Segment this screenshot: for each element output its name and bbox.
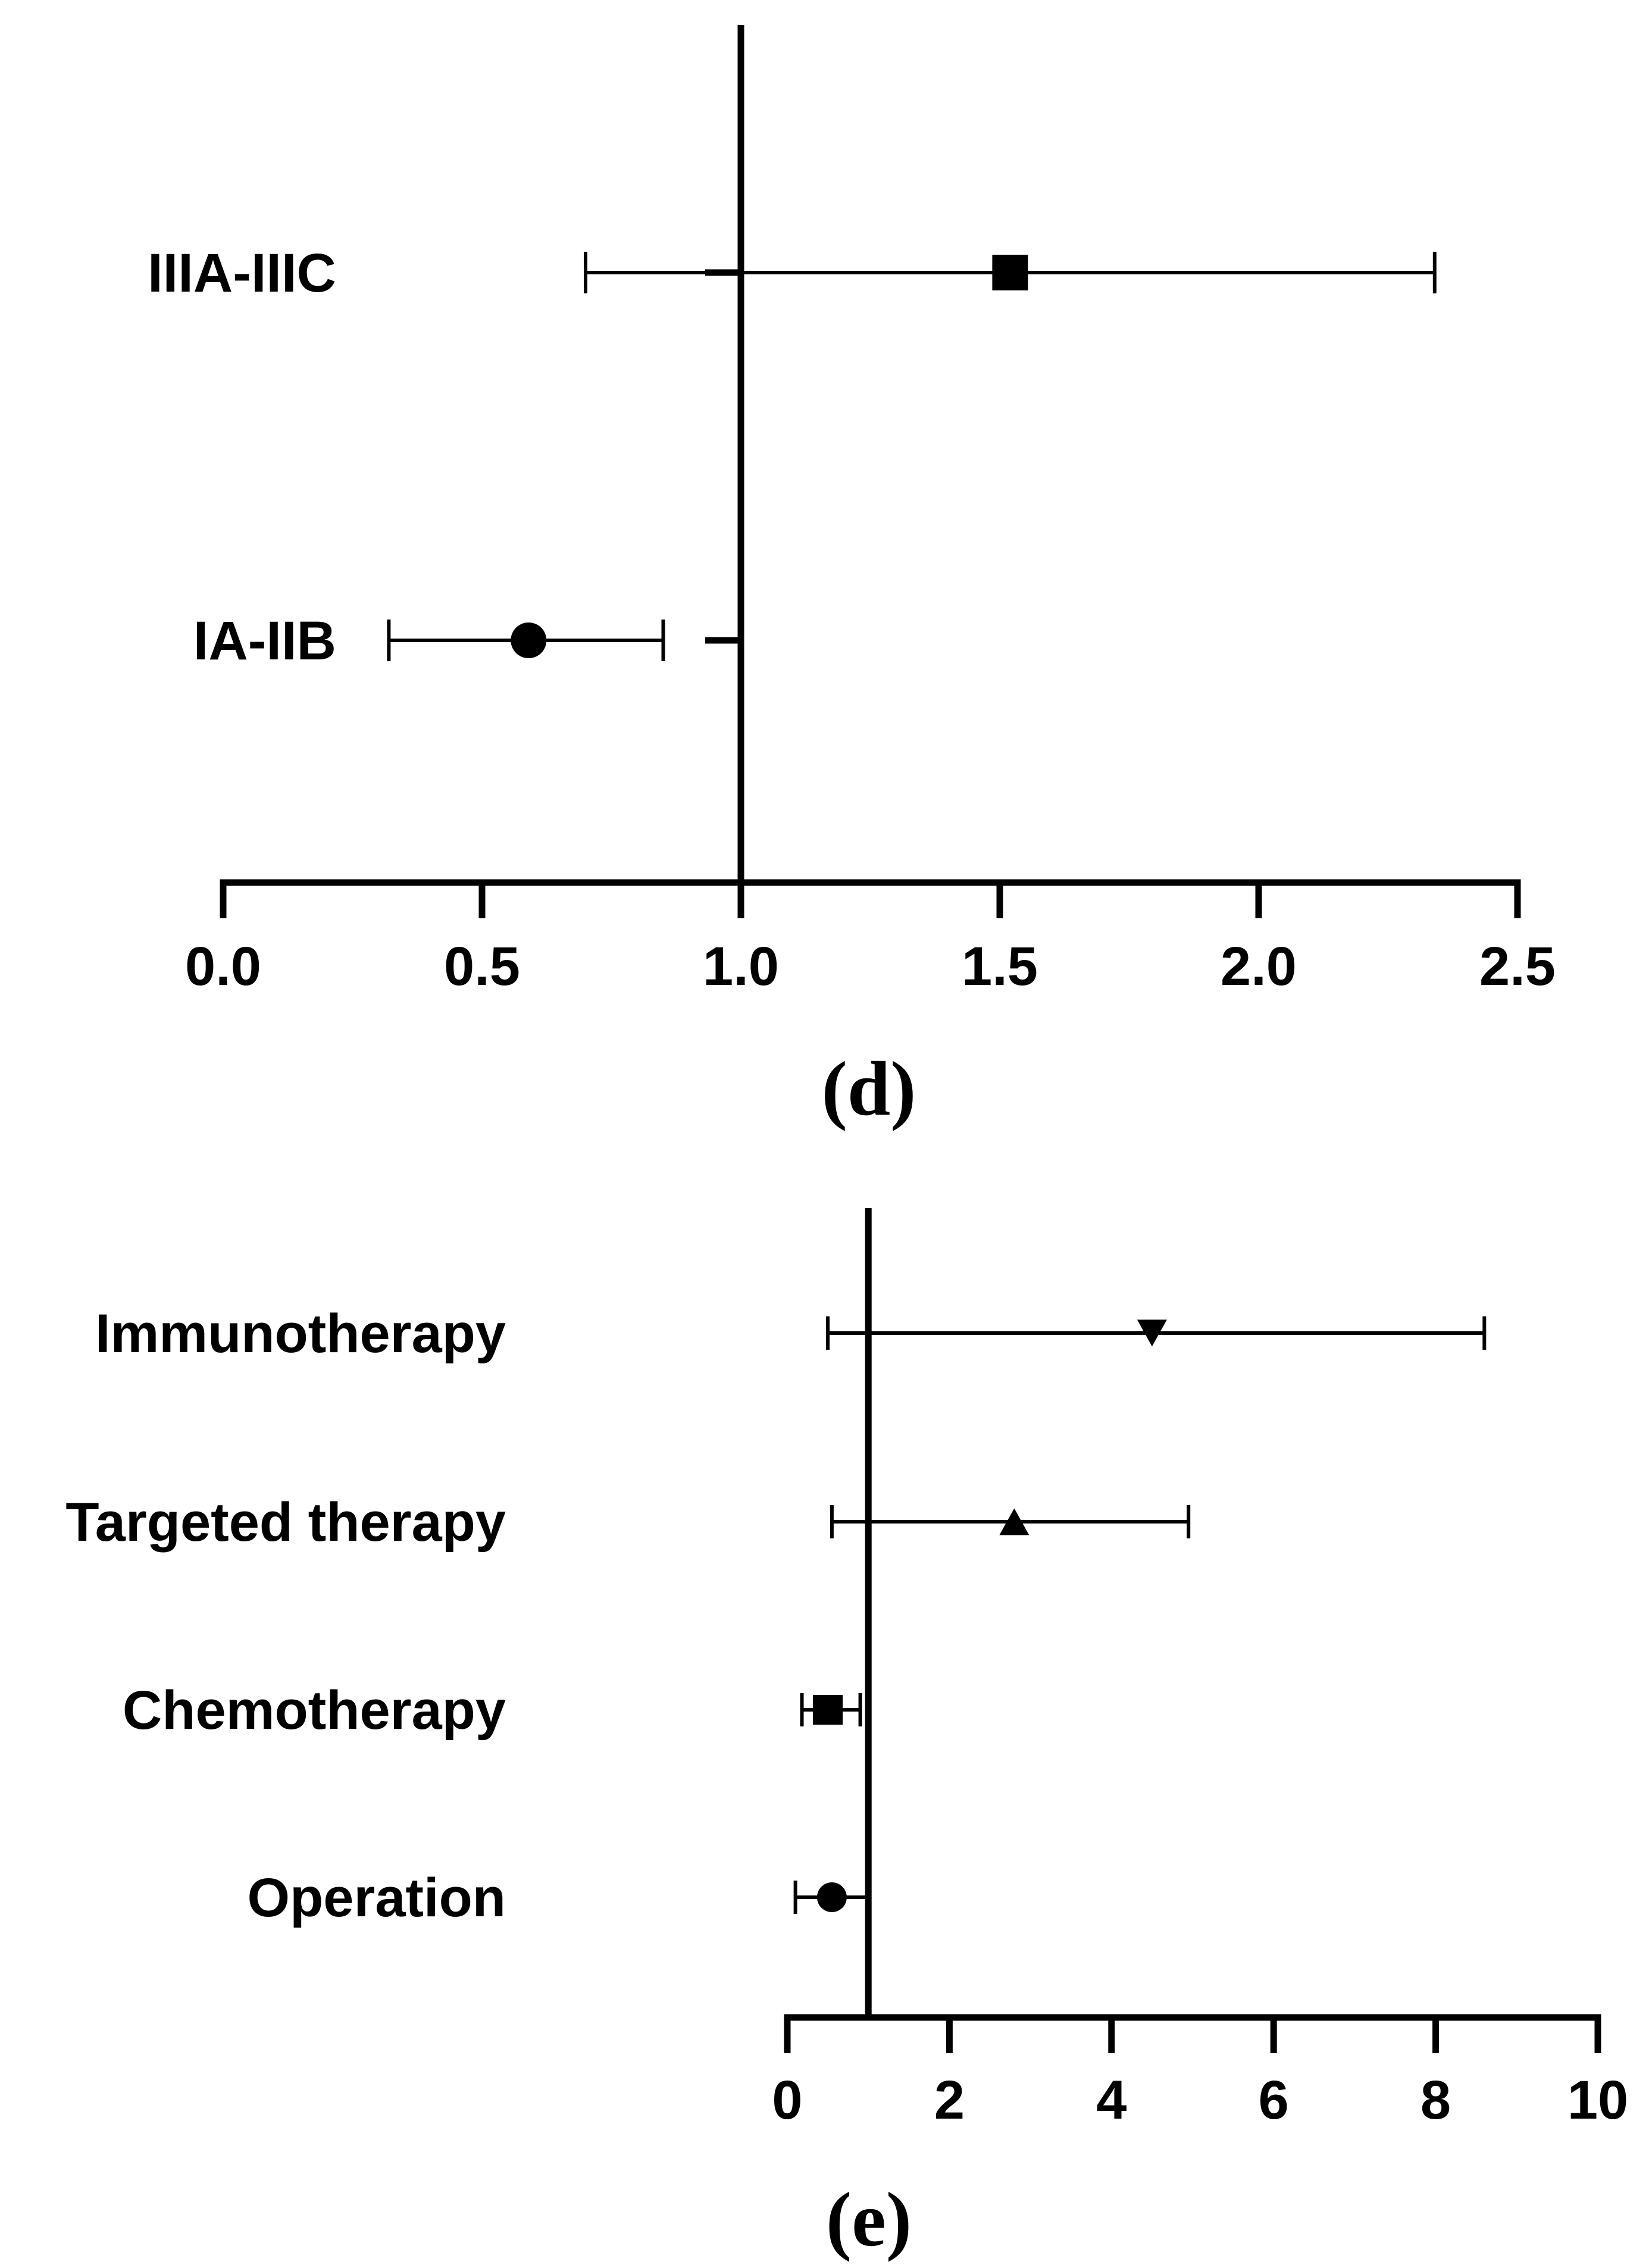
panel-label: (d) [822, 1046, 916, 1132]
x-tick-label: 4 [1096, 2070, 1127, 2131]
estimate-marker-triangle-up [999, 1508, 1030, 1535]
category-label: Immunotherapy [95, 1303, 506, 1364]
x-tick-label: 2 [934, 2070, 965, 2131]
chart-panel-e: 0 2 4 6 8 10 Immunotherapy Targeted therapy Chem… [65, 1208, 1628, 2263]
x-tick-label: 0.5 [444, 936, 520, 997]
estimate-marker-circle [511, 622, 547, 658]
forest-row: Operation [248, 1867, 871, 1928]
panel-label: (e) [826, 2177, 912, 2263]
category-label: Chemotherapy [123, 1680, 506, 1741]
estimate-marker-square [813, 1695, 843, 1725]
x-tick-label: 8 [1420, 2070, 1451, 2131]
forest-row: IIIA-IIIC [148, 243, 1437, 304]
estimate-marker-circle [816, 1882, 847, 1912]
x-tick-label: 1.0 [703, 936, 779, 997]
x-tick-label: 6 [1259, 2070, 1289, 2131]
forest-row: IA-IIB [193, 611, 741, 671]
x-tick-label: 1.5 [962, 936, 1038, 997]
estimate-marker-square [992, 255, 1028, 290]
category-label: IA-IIB [193, 611, 336, 671]
x-tick-label: 10 [1567, 2070, 1628, 2131]
forest-row: Immunotherapy [95, 1303, 1487, 1364]
chart-panel-d: 0.0 0.5 1.0 1.5 2.0 2.5 IIIA-IIIC IA-IIB (d) [148, 25, 1556, 1132]
category-label: Operation [248, 1867, 506, 1928]
forest-row: Targeted therapy [65, 1492, 1191, 1553]
estimate-marker-triangle-down [1137, 1319, 1167, 1347]
x-tick-label: 2.0 [1221, 936, 1297, 997]
category-label: Targeted therapy [65, 1492, 506, 1553]
x-tick-label: 2.5 [1479, 936, 1556, 997]
x-tick-label: 0.0 [185, 936, 261, 997]
x-tick-label: 0 [772, 2070, 802, 2131]
category-label: IIIA-IIIC [148, 243, 336, 304]
forest-row: Chemotherapy [123, 1680, 862, 1741]
